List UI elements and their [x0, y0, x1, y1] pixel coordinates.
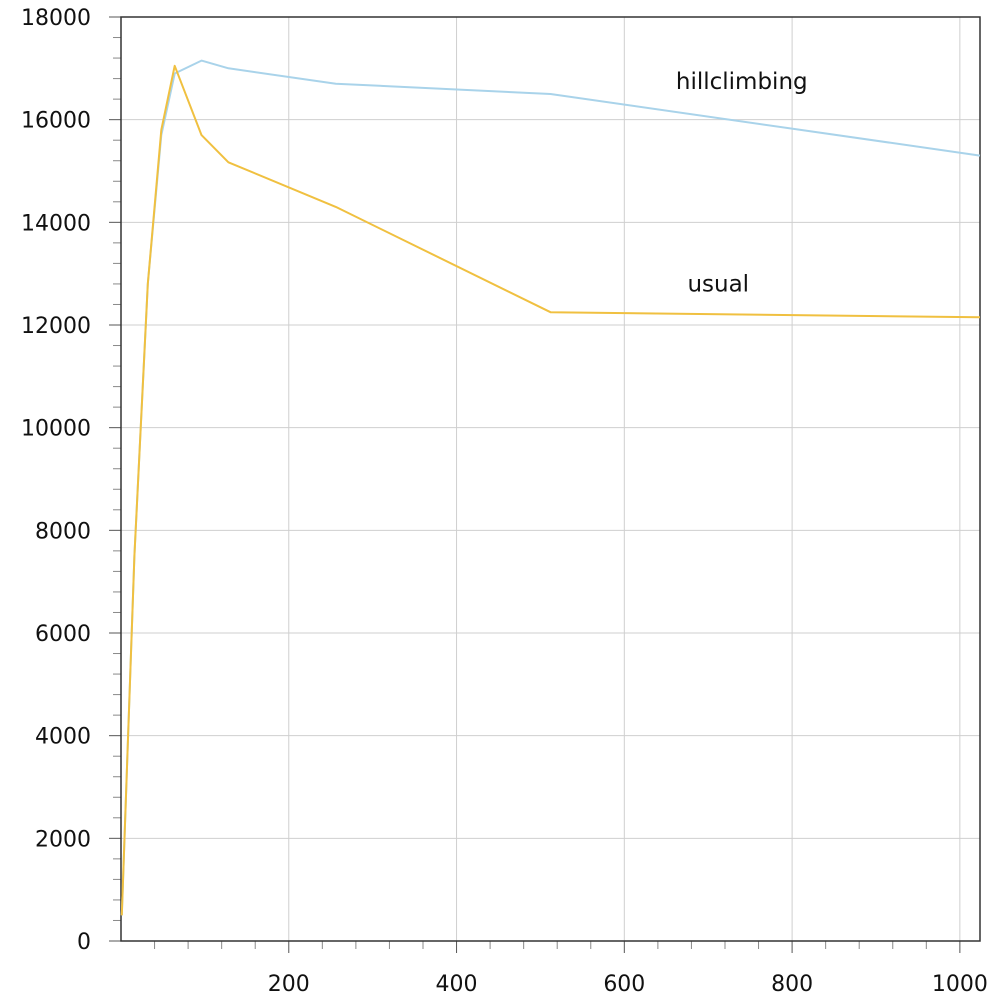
- x-tick-label: 400: [436, 972, 478, 997]
- x-tick-label: 800: [771, 972, 813, 997]
- series-label-hillclimbing: hillclimbing: [676, 69, 808, 95]
- y-tick-label: 10000: [21, 417, 91, 442]
- y-tick-label: 6000: [35, 622, 91, 647]
- x-axis-tick-labels: 200 400 600 800 1000: [268, 972, 988, 997]
- minor-ticks: [109, 16, 961, 953]
- y-tick-label: 0: [77, 930, 91, 955]
- x-tick-label: 1000: [932, 972, 988, 997]
- y-tick-label: 8000: [35, 519, 91, 544]
- series-layer: [120, 59, 981, 916]
- y-tick-label: 18000: [21, 6, 91, 31]
- y-tick-label: 4000: [35, 725, 91, 750]
- y-tick-label: 16000: [21, 109, 91, 134]
- x-tick-label: 600: [603, 972, 645, 997]
- y-tick-label: 12000: [21, 314, 91, 339]
- plot-frame: [120, 16, 981, 942]
- series-label-usual: usual: [687, 272, 749, 298]
- y-axis-tick-labels: 0 2000 4000 6000 8000 10000 12000 14000 16000 180…: [21, 6, 91, 955]
- series-labels: hillclimbing usual: [676, 69, 808, 298]
- y-tick-label: 14000: [21, 211, 91, 236]
- series-line-usual: [120, 64, 981, 916]
- grid-lines: [121, 17, 980, 941]
- x-tick-label: 200: [268, 972, 310, 997]
- y-tick-label: 2000: [35, 827, 91, 852]
- series-line-hillclimbing: [120, 59, 981, 916]
